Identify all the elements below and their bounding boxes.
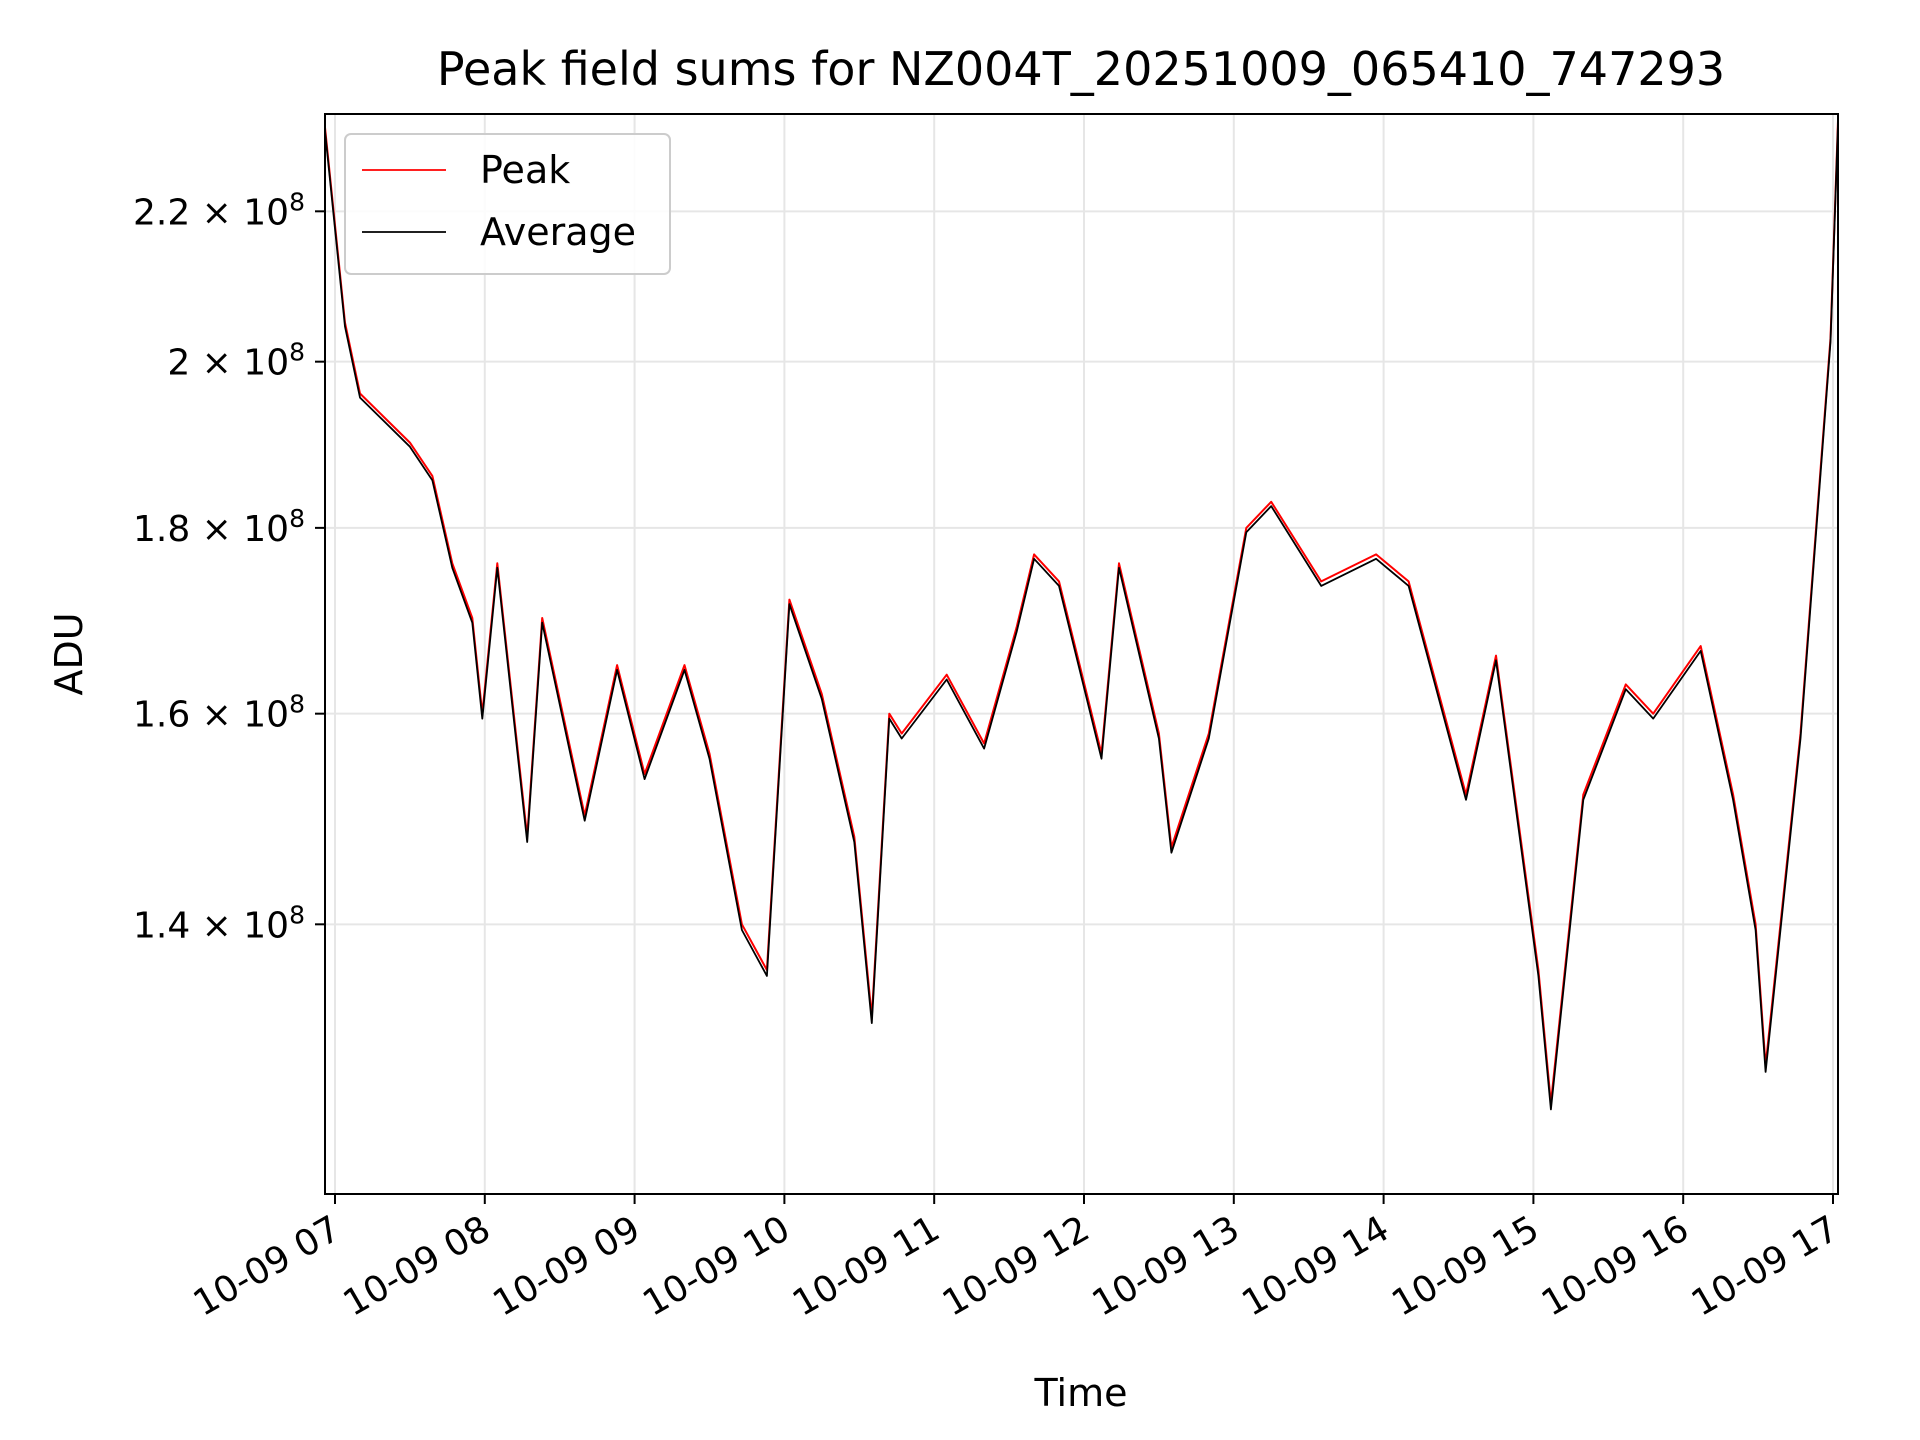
x-axis-label: Time <box>1034 1371 1128 1415</box>
series-lines <box>324 120 1839 1111</box>
x-tick-label: 10-09 09 <box>486 1208 647 1324</box>
plot-frame <box>324 113 1839 1195</box>
x-tick-label: 10-09 14 <box>1235 1208 1396 1324</box>
chart-title: Peak field sums for NZ004T_20251009_0654… <box>437 42 1725 96</box>
legend-label-peak: Peak <box>480 148 570 192</box>
x-tick-label: 10-09 08 <box>337 1208 498 1324</box>
x-tick-label: 10-09 11 <box>786 1208 947 1324</box>
y-tick-label: 2 × 108 <box>167 338 305 384</box>
y-axis-label: ADU <box>47 612 91 695</box>
legend-box <box>344 133 671 275</box>
legend-label-average: Average <box>480 210 636 254</box>
x-tick-label: 10-09 10 <box>636 1208 797 1324</box>
y-axis: 1.4 × 108 1.6 × 108 1.8 × 108 2 × 108 2.2 × … <box>133 187 325 946</box>
y-tick-label: 1.4 × 108 <box>133 900 305 946</box>
x-tick-label: 10-09 15 <box>1385 1208 1546 1324</box>
y-tick-label: 1.8 × 108 <box>133 504 305 550</box>
series-line-average <box>324 124 1839 1111</box>
legend: Peak Average <box>344 133 671 275</box>
x-tick-label: 10-09 17 <box>1685 1208 1846 1324</box>
grid-lines <box>325 114 1838 1194</box>
x-tick-label: 10-09 12 <box>936 1208 1097 1324</box>
x-tick-label: 10-09 13 <box>1086 1208 1247 1324</box>
x-tick-label: 10-09 16 <box>1535 1208 1696 1324</box>
x-tick-label: 10-09 07 <box>187 1208 348 1324</box>
y-tick-label: 1.6 × 108 <box>133 690 305 736</box>
y-tick-label: 2.2 × 108 <box>133 187 305 233</box>
